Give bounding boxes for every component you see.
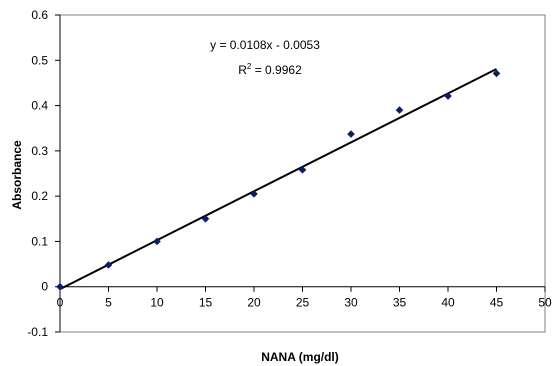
- y-ticks: -0.1 0 0.1 0.2 0.3 0.4 0.5 0.6: [27, 8, 60, 339]
- data-point: [347, 130, 355, 138]
- data-points: [56, 69, 501, 291]
- data-point: [492, 69, 501, 78]
- data-point: [298, 166, 307, 174]
- y-tick-label: -0.1: [27, 325, 48, 339]
- x-tick-label: 20: [247, 296, 261, 310]
- y-tick-label: 0.5: [31, 53, 48, 67]
- data-point: [201, 214, 210, 223]
- y-tick-label: 0.4: [31, 99, 48, 113]
- y-tick-label: 0.1: [31, 234, 48, 248]
- y-tick-label: 0.2: [31, 189, 48, 203]
- y-axis-title: Absorbance: [10, 140, 24, 210]
- y-tick-label: 0: [41, 280, 48, 294]
- x-tick-label: 0: [57, 296, 64, 310]
- x-tick-label: 30: [344, 296, 358, 310]
- y-tick-label: 0.6: [31, 8, 48, 22]
- r-squared-superscript: 2: [247, 62, 252, 71]
- data-point: [104, 261, 113, 269]
- x-tick-label: 25: [296, 296, 310, 310]
- data-point: [153, 237, 161, 246]
- data-point: [250, 190, 258, 198]
- x-tick-label: 35: [393, 296, 407, 310]
- x-tick-label: 15: [199, 296, 213, 310]
- data-point: [56, 282, 64, 291]
- x-tick-label: 40: [441, 296, 455, 310]
- x-tick-label: 5: [105, 296, 112, 310]
- x-tick-label: 50: [538, 296, 552, 310]
- trendline: [59, 68, 497, 291]
- trendline-equation: y = 0.0108x - 0.0053: [210, 38, 320, 52]
- x-tick-label: 45: [490, 296, 504, 310]
- r-squared-value: = 0.9962: [251, 63, 302, 77]
- trendline-group: [59, 68, 497, 291]
- y-tick-label: 0.3: [31, 144, 48, 158]
- data-point: [444, 92, 452, 100]
- r-squared-label: R2 = 0.9962: [238, 62, 302, 77]
- x-ticks: 0 5 10 15 20 25 30 35 40 45 50: [57, 286, 552, 310]
- data-point: [395, 106, 404, 114]
- r-squared-prefix: R: [238, 63, 247, 77]
- x-tick-label: 10: [150, 296, 164, 310]
- x-axis-title: NANA (mg/dl): [261, 350, 339, 364]
